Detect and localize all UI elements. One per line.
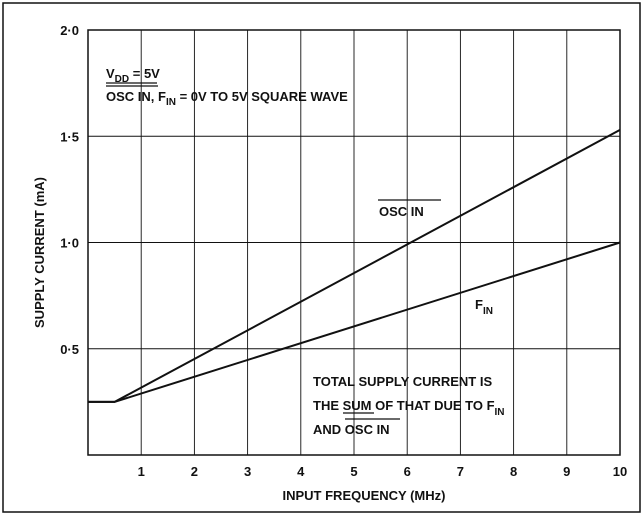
x-tick-label: 10 (613, 464, 627, 479)
x-tick-label: 7 (457, 464, 464, 479)
y-tick-label: 1·5 (60, 129, 79, 144)
series-layer (88, 129, 621, 403)
y-tick-label: 2·0 (60, 23, 79, 38)
x-tick-label: 1 (138, 464, 145, 479)
x-tick-label: 5 (350, 464, 357, 479)
series-line (88, 241, 621, 403)
x-tick-label: 3 (244, 464, 251, 479)
x-tick-label: 9 (563, 464, 570, 479)
x-tick-label: 2 (191, 464, 198, 479)
series-label-osc-in: OSC IN (379, 204, 424, 219)
x-tick-label: 4 (297, 464, 305, 479)
condition-input: OSC IN, FIN = 0V TO 5V SQUARE WAVE (106, 89, 348, 108)
note-line-1: TOTAL SUPPLY CURRENT IS (313, 374, 492, 389)
x-tick-label: 6 (404, 464, 411, 479)
x-axis-label: INPUT FREQUENCY (MHz) (283, 488, 446, 503)
grid (88, 30, 620, 455)
y-tick-label: 1·0 (60, 236, 79, 251)
y-tick-label: 0·5 (60, 342, 79, 357)
condition-vdd: VDD = 5V (106, 66, 160, 85)
note-line-3: AND OSC IN (313, 422, 390, 437)
x-tick-label: 8 (510, 464, 517, 479)
note-line-2: THE SUM OF THAT DUE TO FIN (313, 398, 505, 418)
y-axis-label: SUPPLY CURRENT (mA) (32, 177, 47, 328)
series-label-fin: FIN (475, 297, 493, 317)
tick-labels: 1 2 3 4 5 6 7 8 9 10 0·5 1·0 1·5 2·0 (60, 23, 627, 479)
